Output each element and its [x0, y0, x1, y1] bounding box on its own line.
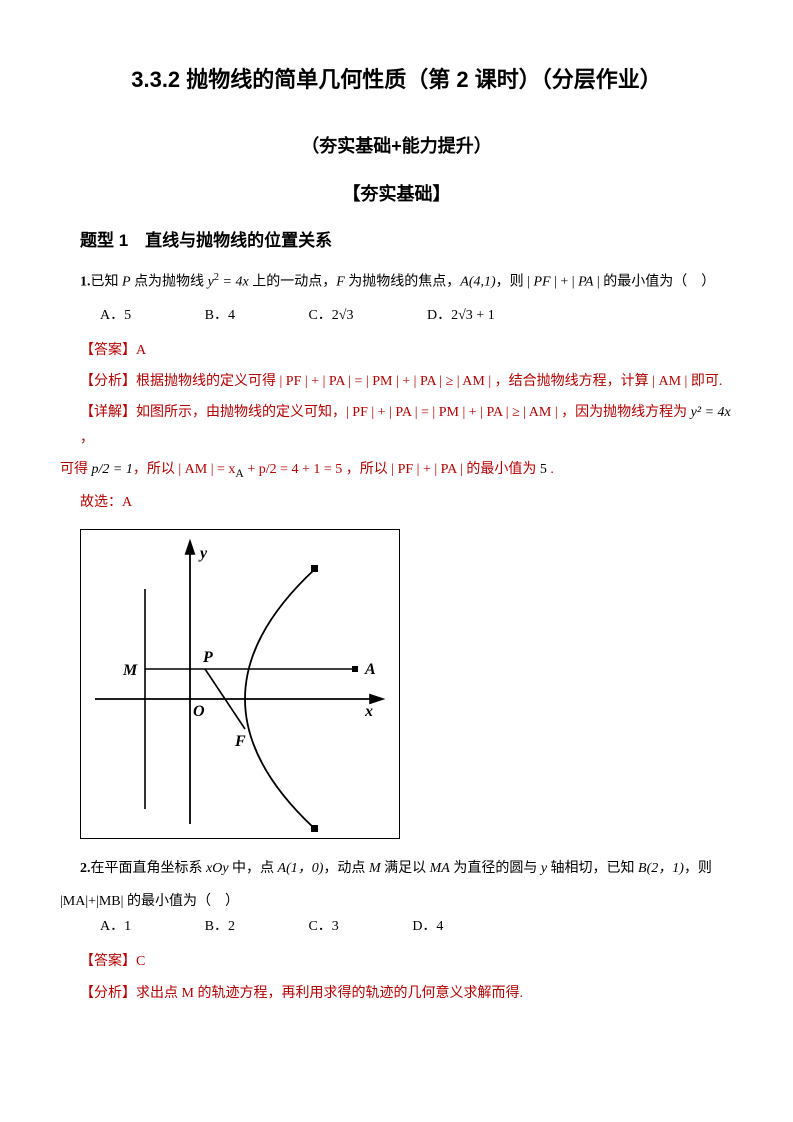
q2-number: 2.: [80, 861, 91, 876]
q1-d2d: .: [547, 462, 554, 477]
question-1-stem: 1.已知 P 点为抛物线 y2 = 4x 上的一动点，F 为抛物线的焦点，A(4…: [60, 269, 733, 295]
q1-mid1: 点为抛物线: [131, 275, 208, 290]
q1-frac1: p/2 = 1: [92, 462, 133, 477]
q1-opt-a: A．5: [100, 303, 131, 328]
q2-opt-d: D．4: [412, 914, 443, 939]
q1-analysis: 【分析】根据抛物线的定义可得 | PF | + | PA | = | PM | …: [60, 369, 733, 394]
question-2-line2: |MA|+|MB| 的最小值为（ ）: [60, 889, 733, 914]
q2-answer: 【答案】C: [60, 949, 733, 974]
q1-d2a: 可得: [60, 462, 92, 477]
q1-opt-c: C．2√3: [308, 303, 353, 328]
q1-d2b: ，所以 | AM | = x: [133, 462, 236, 477]
q1-pf: PF: [533, 275, 550, 290]
q2-opt-b: B．2: [205, 914, 235, 939]
q2-xoy: xOy: [206, 861, 229, 876]
q2-d: 满足以: [381, 861, 430, 876]
q2-opt-a: A．1: [100, 914, 131, 939]
q1-mid3: 为抛物线的焦点，: [345, 275, 461, 290]
section-label: 【夯实基础】: [60, 178, 733, 210]
q1-d2c: + p/2 = 4 + 1 = 5 ，所以 | PF | + | PA | 的最…: [244, 462, 540, 477]
q1-stem-prefix: 已知: [91, 275, 123, 290]
label-P: P: [202, 649, 213, 666]
q1-d1a: 如图所示，由抛物线的定义可知，| PF | + | PA | = | PM | …: [136, 405, 691, 420]
q1-d1eq: y² = 4x: [691, 405, 731, 420]
q2-g: ，则: [684, 861, 712, 876]
q2-e: 为直径的圆与: [450, 861, 541, 876]
q1-conclusion: 故选：A: [60, 490, 733, 515]
q1-end: | 的最小值为（ ）: [593, 275, 715, 290]
q2-analysis: 【分析】求出点 M 的轨迹方程，再利用求得的轨迹的几何意义求解而得.: [60, 981, 733, 1006]
label-F: F: [234, 733, 246, 750]
q2-b: 中，点: [229, 861, 278, 876]
q2-ma: MA: [430, 861, 450, 876]
q1-analysis-label: 【分析】: [80, 374, 136, 389]
q1-pa: PA: [578, 275, 593, 290]
question-2-options: A．1 B．2 C．3 D．4: [60, 914, 733, 939]
q1-detail-line2: 可得 p/2 = 1，所以 | AM | = xA + p/2 = 4 + 1 …: [60, 457, 733, 484]
q1-mid2: 上的一动点，: [249, 275, 337, 290]
q2-opt-c: C．3: [308, 914, 338, 939]
q1-f: F: [336, 275, 345, 290]
q1-a: A(4,1): [460, 275, 495, 290]
q2-apt: A(1，0): [278, 861, 324, 876]
q2-analysis-label: 【分析】: [80, 986, 136, 1001]
label-y: y: [198, 545, 208, 562]
label-x: x: [364, 703, 373, 720]
q1-eq-right: = 4x: [219, 275, 249, 290]
q1-detail-label: 【详解】: [80, 405, 136, 420]
q1-subA: A: [235, 467, 243, 480]
label-M: M: [122, 662, 138, 679]
q1-analysis-text: 根据抛物线的定义可得 | PF | + | PA | = | PM | + | …: [136, 374, 722, 389]
q1-mid5: | + |: [551, 275, 579, 290]
q2-c: ，动点: [323, 861, 369, 876]
q1-d1c: ，: [80, 431, 94, 446]
q1-opt-d: D．2√3 + 1: [427, 303, 495, 328]
q2-f: 轴相切，已知: [547, 861, 638, 876]
q1-figure: y x M P A O F: [80, 529, 400, 839]
q1-val5: 5: [540, 462, 547, 477]
q1-number: 1.: [80, 275, 91, 290]
topic-title: 题型 1 直线与抛物线的位置关系: [60, 226, 733, 257]
q2-m: M: [369, 861, 381, 876]
q2-analysis-text: 求出点 M 的轨迹方程，再利用求得的轨迹的几何意义求解而得.: [136, 986, 523, 1001]
question-2-stem: 2.在平面直角坐标系 xOy 中，点 A(1，0)，动点 M 满足以 MA 为直…: [60, 856, 733, 881]
q1-opt-b: B．4: [205, 303, 235, 328]
q1-answer: 【答案】A: [60, 338, 733, 363]
q2-a: 在平面直角坐标系: [91, 861, 207, 876]
label-O: O: [193, 703, 205, 720]
q2-bpt: B(2，1): [638, 861, 684, 876]
main-title: 3.3.2 抛物线的简单几何性质（第 2 课时）（分层作业）: [60, 60, 733, 100]
q1-detail-line1: 【详解】如图所示，由抛物线的定义可知，| PF | + | PA | = | P…: [60, 400, 733, 450]
q1-p: P: [122, 275, 131, 290]
q1-mid4: ，则 |: [496, 275, 534, 290]
label-A: A: [364, 661, 376, 678]
question-1-options: A．5 B．4 C．2√3 D．2√3 + 1: [60, 303, 733, 328]
subtitle: （夯实基础+能力提升）: [60, 130, 733, 162]
parabola-figure-svg: y x M P A O F: [85, 534, 395, 834]
